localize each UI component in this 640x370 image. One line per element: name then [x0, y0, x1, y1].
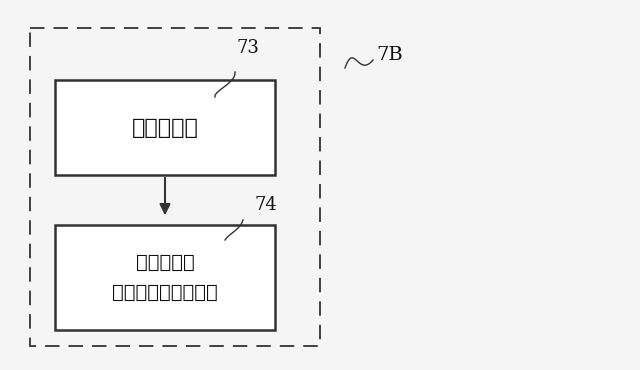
Bar — [55, 225, 275, 330]
Bar — [30, 28, 320, 346]
Text: ポ゚リマー
アクチュエータ素子: ポ゚リマー アクチュエータ素子 — [112, 253, 218, 302]
Text: 7B: 7B — [376, 46, 403, 64]
Text: 73: 73 — [237, 39, 259, 57]
Bar — [55, 80, 275, 175]
Text: 信号入力部: 信号入力部 — [132, 118, 198, 138]
Text: 74: 74 — [255, 196, 278, 214]
